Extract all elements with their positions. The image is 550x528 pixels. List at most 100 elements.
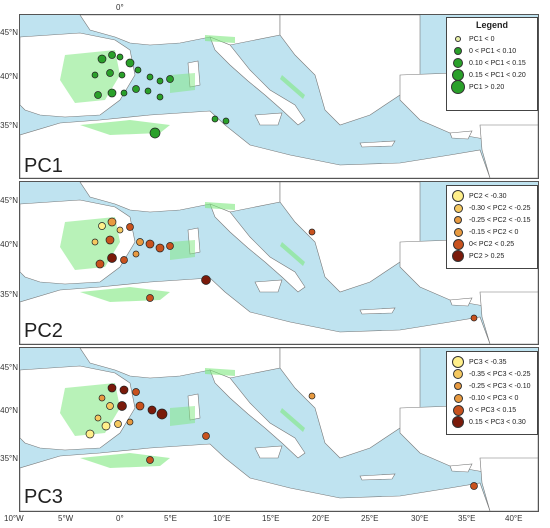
lon-5e: 5°E	[164, 514, 177, 523]
legend-entry: 0.10 < PC1 < 0.15	[447, 57, 537, 69]
lon-20e: 20°E	[312, 514, 330, 523]
lat-45-p3: 45°N	[0, 363, 18, 372]
legend-symbol	[447, 216, 469, 224]
map-svg-pc3	[20, 348, 538, 511]
map-panel-pc3: PC3 PC3 < -0.35 -0.35 < PC3 < -0.25 -0.25 …	[19, 347, 539, 512]
lon-5w: 5°W	[58, 514, 74, 523]
legend-label: 0.15 < PC1 < 0.20	[469, 71, 526, 79]
lon-0: 0°	[116, 514, 124, 523]
legend-symbol	[447, 190, 469, 202]
legend-symbol	[447, 203, 469, 213]
lon-15e: 15°E	[262, 514, 280, 523]
top-lon-label-panel1: 0°	[116, 3, 124, 12]
lat-45-p2: 45°N	[0, 196, 18, 205]
legend-entry: -0.30 < PC2 < -0.25	[447, 202, 537, 214]
legend-dot-icon	[454, 382, 462, 390]
lat-35-p2: 35°N	[0, 290, 18, 299]
lat-40-p2: 40°N	[0, 240, 18, 249]
legend-dot-icon	[453, 227, 463, 237]
lon-35e: 35°E	[458, 514, 476, 523]
lon-10e: 10°E	[213, 514, 231, 523]
legend-rows-pc2: PC2 < -0.30 -0.30 < PC2 < -0.25 -0.25 < PC…	[447, 190, 537, 262]
legend-entry: -0.10 < PC3 < 0	[447, 392, 537, 404]
legend-symbol	[447, 382, 469, 390]
legend-symbol	[447, 369, 469, 379]
legend-entry: -0.25 < PC3 < -0.10	[447, 380, 537, 392]
legend-symbol	[447, 58, 469, 68]
legend-label: -0.35 < PC3 < -0.25	[469, 370, 531, 378]
legend-entry: PC2 < -0.30	[447, 190, 537, 202]
legend-entry: 0.15 < PC1 < 0.20	[447, 69, 537, 81]
legend-dot-icon	[451, 80, 465, 94]
legend-symbol	[447, 36, 469, 42]
legend-label: -0.25 < PC2 < -0.15	[469, 216, 531, 224]
legend-entry: -0.25 < PC2 < -0.15	[447, 214, 537, 226]
legend-label: PC1 < 0	[469, 35, 495, 43]
legend-dot-icon	[452, 416, 464, 428]
legend-label: 0 < PC3 < 0.15	[469, 406, 517, 414]
legend-label: -0.15 < PC2 < 0	[469, 228, 519, 236]
legend-dot-icon	[452, 250, 464, 262]
legend-pc2: PC2 < -0.30 -0.30 < PC2 < -0.25 -0.25 < PC…	[446, 185, 538, 269]
lat-45-p1: 45°N	[0, 28, 18, 37]
legend-entry: -0.35 < PC3 < -0.25	[447, 368, 537, 380]
legend-label: 0.10 < PC1 < 0.15	[469, 59, 526, 67]
lat-40-p1: 40°N	[0, 72, 18, 81]
legend-entry: PC1 > 0.20	[447, 80, 537, 94]
legend-symbol	[447, 404, 469, 416]
legend-label: -0.30 < PC2 < -0.25	[469, 204, 531, 212]
legend-symbol	[447, 227, 469, 237]
legend-dot-icon	[452, 190, 464, 202]
lat-40-p3: 40°N	[0, 406, 18, 415]
legend-dot-icon	[452, 404, 464, 416]
legend-dot-icon	[453, 58, 463, 68]
legend-entry: PC1 < 0	[447, 33, 537, 45]
legend-label: PC1 > 0.20	[469, 83, 505, 91]
legend-entry: PC2 > 0.25	[447, 250, 537, 262]
legend-entry: PC3 < -0.35	[447, 356, 537, 368]
legend-symbol	[447, 393, 469, 403]
panel-label-pc2: PC2	[24, 320, 63, 342]
map-panel-pc2: PC2 PC2 < -0.30 -0.30 < PC2 < -0.25 -0.25 …	[19, 181, 539, 345]
legend-dot-icon	[452, 238, 464, 250]
map-panel-pc1: PC1 Legend PC1 < 0 0 < PC1 < 0.10 0.10 < P…	[19, 14, 539, 179]
habitat-pc2	[60, 202, 305, 302]
legend-label: PC2 < -0.30	[469, 192, 507, 200]
legend-dot-icon	[453, 393, 463, 403]
legend-entry: -0.15 < PC2 < 0	[447, 226, 537, 238]
points-pc3	[85, 383, 478, 490]
points-pc1	[91, 51, 230, 139]
lon-25e: 25°E	[361, 514, 379, 523]
legend-label: -0.25 < PC3 < -0.10	[469, 382, 531, 390]
legend-symbol	[447, 356, 469, 368]
lon-10w: 10°W	[4, 514, 24, 523]
legend-dot-icon	[452, 356, 464, 368]
legend-symbol	[447, 416, 469, 428]
lon-40e: 40°E	[505, 514, 523, 523]
points-pc2	[91, 217, 478, 322]
legend-rows-pc1: PC1 < 0 0 < PC1 < 0.10 0.10 < PC1 < 0.15 0.…	[447, 33, 537, 94]
legend-dot-icon	[453, 369, 463, 379]
legend-dot-icon	[455, 36, 461, 42]
legend-pc1: Legend PC1 < 0 0 < PC1 < 0.10 0.10 < PC1 <…	[446, 17, 538, 111]
legend-pc3: PC3 < -0.35 -0.35 < PC3 < -0.25 -0.25 < PC…	[446, 351, 538, 435]
legend-label: -0.10 < PC3 < 0	[469, 394, 519, 402]
lon-30e: 30°E	[411, 514, 429, 523]
habitat-pc1	[60, 35, 305, 135]
legend-label: 0 < PC1 < 0.10	[469, 47, 517, 55]
legend-label: PC3 < -0.35	[469, 358, 507, 366]
lat-35-p1: 35°N	[0, 121, 18, 130]
legend-symbol	[447, 47, 469, 55]
legend-label: 0.15 < PC3 < 0.30	[469, 418, 526, 426]
legend-symbol	[447, 250, 469, 262]
legend-dot-icon	[453, 203, 463, 213]
panel-label-pc1: PC1	[24, 155, 63, 177]
legend-symbol	[447, 80, 469, 94]
lat-35-p3: 35°N	[0, 454, 18, 463]
legend-entry: 0 < PC3 < 0.15	[447, 404, 537, 416]
legend-label: 0< PC2 < 0.25	[469, 240, 515, 248]
legend-symbol	[447, 238, 469, 250]
panel-label-pc3: PC3	[24, 486, 63, 508]
legend-label: PC2 > 0.25	[469, 252, 505, 260]
legend-title: Legend	[475, 20, 508, 30]
